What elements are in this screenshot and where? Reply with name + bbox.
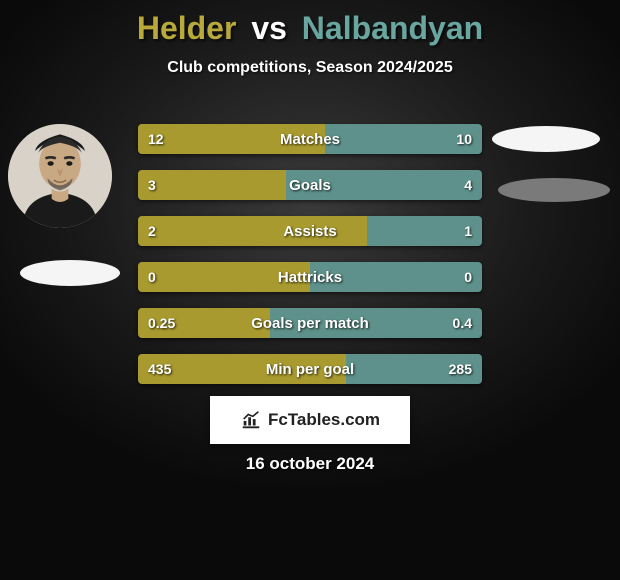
bar-fill-right [310,262,482,292]
stat-value-left: 12 [148,124,164,154]
title-player2: Nalbandyan [302,10,483,46]
stat-row: 435285Min per goal [138,354,482,384]
stat-value-right: 0.4 [453,308,472,338]
subtitle: Club competitions, Season 2024/2025 [0,59,620,77]
chart-icon [240,409,262,431]
bar-fill-right [286,170,482,200]
stat-value-left: 3 [148,170,156,200]
stat-row: 0.250.4Goals per match [138,308,482,338]
stat-value-right: 285 [449,354,472,384]
stat-row: 1210Matches [138,124,482,154]
stat-row: 21Assists [138,216,482,246]
avatar-icon [8,124,112,228]
player1-shadow-ellipse [20,260,120,286]
date-text: 16 october 2024 [0,454,620,474]
bar-fill-left [138,216,367,246]
stat-value-left: 435 [148,354,171,384]
title-vs: vs [251,10,287,46]
stat-value-right: 1 [464,216,472,246]
stat-value-right: 0 [464,262,472,292]
stat-row: 34Goals [138,170,482,200]
bar-fill-left [138,124,325,154]
player2-ellipse-1 [492,126,600,152]
stat-value-right: 10 [456,124,472,154]
stat-row: 00Hattricks [138,262,482,292]
stat-value-left: 0 [148,262,156,292]
bar-fill-left [138,262,310,292]
watermark: FcTables.com [210,396,410,444]
player1-avatar [8,124,112,228]
bar-fill-right [270,308,482,338]
comparison-card: Helder vs Nalbandyan Club competitions, … [0,0,620,580]
watermark-text: FcTables.com [268,410,380,430]
player2-ellipse-2 [498,178,610,202]
page-title: Helder vs Nalbandyan [0,0,620,47]
stat-value-right: 4 [464,170,472,200]
title-player1: Helder [137,10,237,46]
stats-bars: 1210Matches34Goals21Assists00Hattricks0.… [138,124,482,400]
bar-fill-left [138,170,286,200]
stat-value-left: 0.25 [148,308,175,338]
stat-value-left: 2 [148,216,156,246]
